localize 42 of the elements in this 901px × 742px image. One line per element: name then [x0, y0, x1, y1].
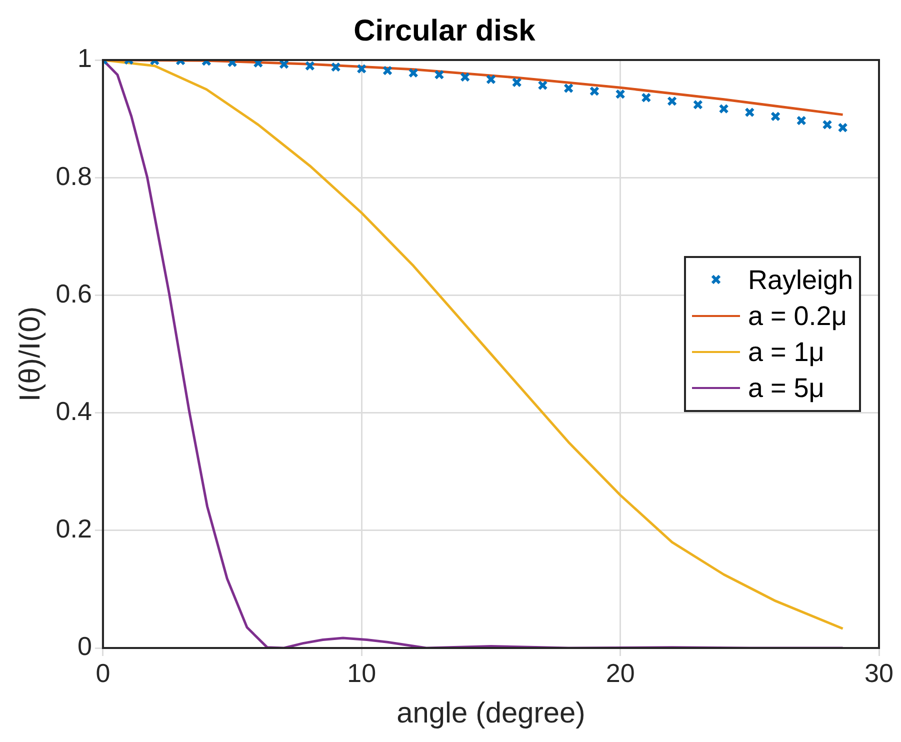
point [408, 68, 418, 78]
point [330, 62, 341, 72]
point [564, 83, 574, 94]
point [744, 107, 755, 118]
point [589, 86, 600, 96]
point [512, 77, 522, 88]
point [227, 60, 238, 68]
legend-label: a = 0.2μ [748, 300, 847, 332]
point [641, 92, 652, 103]
point [304, 60, 315, 71]
point [615, 89, 626, 100]
x-axis-title: angle (degree) [396, 698, 586, 730]
x-tick-label: 0 [96, 658, 110, 688]
point [770, 111, 781, 122]
point [692, 100, 703, 110]
y-axis-title: I(θ)/I(0) [14, 306, 46, 402]
x-tick-label: 10 [347, 658, 376, 688]
x-tick-label: 30 [864, 658, 894, 688]
legend-label: Rayleigh [748, 264, 854, 296]
y-tick-label: 0.8 [56, 160, 92, 191]
legend-label: a = 1μ [748, 336, 824, 368]
point [382, 66, 393, 76]
point [838, 122, 848, 133]
point [253, 60, 264, 68]
y-tick-label: 0.4 [56, 396, 92, 426]
y-tick-label: 0 [77, 631, 92, 662]
point [278, 60, 290, 70]
legend-label: a = 5μ [748, 372, 824, 404]
x-tick-label: 20 [606, 658, 635, 688]
chart-title: Circular disk [354, 14, 536, 48]
point [538, 80, 548, 90]
point [356, 64, 367, 74]
point [460, 72, 470, 82]
y-tick-label: 0.6 [56, 278, 92, 308]
point [486, 74, 496, 84]
point [822, 120, 832, 130]
y-tick-label: 0.2 [56, 514, 92, 544]
point [667, 96, 678, 106]
point [796, 116, 806, 126]
y-tick-label: 1 [77, 43, 92, 74]
point [434, 70, 444, 80]
point [718, 104, 729, 114]
